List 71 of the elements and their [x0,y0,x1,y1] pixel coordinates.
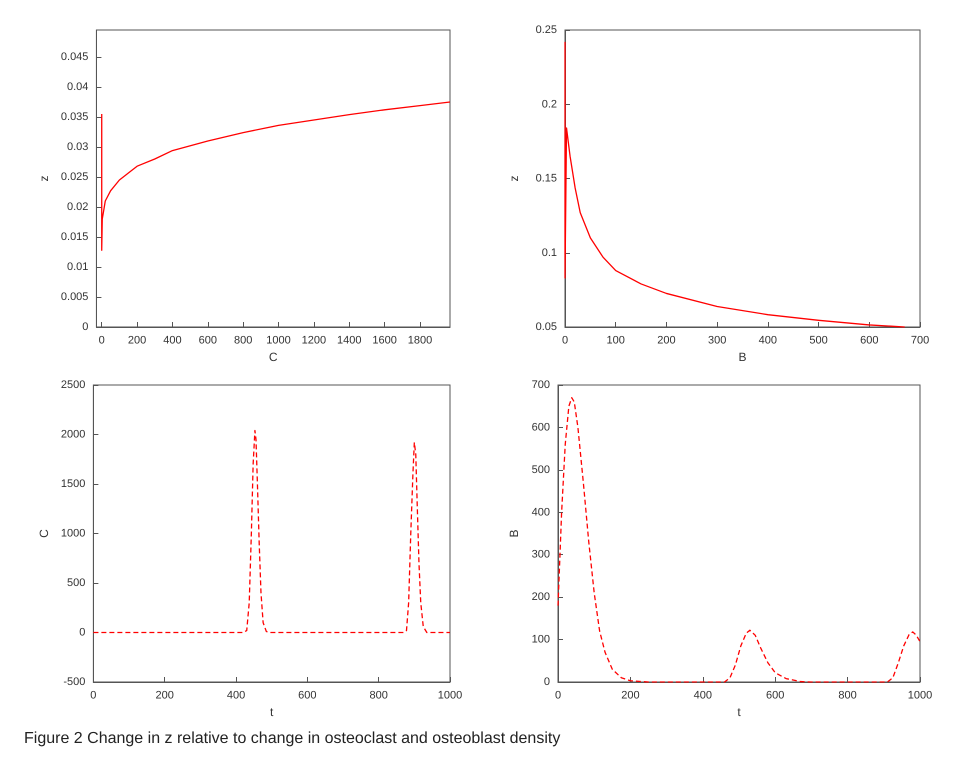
x-tick-label: 1200 [302,334,326,346]
x-tick-label: 300 [708,334,726,346]
y-axis-title: z [37,176,51,182]
line-series [92,430,451,634]
y-tick-label: 0.05 [536,321,557,333]
y-tick-label: 400 [532,506,550,518]
x-tick-label: 1800 [408,334,432,346]
y-tick-label: 0 [79,626,86,638]
x-tick-label: 400 [226,690,246,702]
y-axis-title: z [507,176,521,182]
x-tick-label: 600 [860,334,878,346]
x-tick-label: 700 [910,334,930,346]
y-tick-label: 500 [532,464,550,476]
x-tick-label: 600 [298,690,317,702]
x-tick-label: 500 [809,334,828,346]
x-tick-label: 800 [838,690,857,702]
y-tick-label: 0.15 [536,172,557,184]
x-tick-label: 0 [90,690,96,702]
x-tick-label: 1000 [266,334,291,346]
x-tick-label: 1400 [336,334,362,346]
x-tick-label: 1000 [438,690,462,702]
y-tick-label: 600 [532,421,550,434]
y-tick-label: 0 [544,676,550,688]
y-tick-label: 1000 [60,528,86,540]
x-tick-label: 400 [694,690,712,702]
y-tick-label: 0.2 [542,98,557,110]
y-tick-label: 0.01 [67,261,88,273]
y-tick-label: 0.04 [67,81,88,93]
y-tick-label: 0.1 [542,246,557,259]
x-tick-label: 600 [766,690,784,702]
x-tick-label: 200 [128,334,146,346]
y-axis-title: C [37,528,51,538]
y-tick-label: 0.02 [67,201,88,213]
y-tick-label: 200 [532,591,550,604]
x-tick-label: 400 [758,334,778,346]
y-tick-label: 2000 [60,428,86,440]
y-tick-label: 500 [67,577,86,589]
x-tick-label: 0 [98,334,105,346]
x-tick-label: 1600 [372,334,397,346]
x-tick-label: 0 [562,334,568,346]
y-tick-label: 700 [532,379,550,391]
y-tick-label: -500 [63,676,86,688]
y-tick-label: 300 [532,548,550,561]
x-tick-label: 800 [234,334,252,346]
x-tick-label: 1000 [908,690,932,702]
y-tick-label: 0.25 [536,24,557,36]
y-tick-label: 1500 [60,478,86,490]
line-series [564,41,906,328]
y-tick-label: 100 [532,634,550,646]
y-tick-label: 0.015 [60,231,88,243]
x-tick-label: 600 [198,334,217,346]
x-tick-label: 800 [369,690,388,702]
x-axis-title: C [268,350,278,364]
x-tick-label: 200 [156,690,174,702]
y-tick-label: 0.005 [60,291,88,303]
x-tick-label: 200 [621,690,640,702]
y-tick-label: 0.035 [60,111,88,123]
x-tick-label: 400 [163,334,182,346]
x-axis-title: t [737,704,742,719]
x-tick-label: 100 [606,334,625,346]
y-axis-title: B [507,529,521,538]
y-tick-label: 2500 [60,379,86,391]
y-tick-label: 0.045 [60,51,88,63]
x-axis-title: t [270,704,274,719]
y-tick-label: 0.03 [67,141,88,153]
x-axis-title: B [738,350,747,364]
x-tick-label: 200 [657,334,676,346]
y-tick-label: 0.025 [60,171,88,183]
line-series [101,101,451,251]
caption: Figure 2 Change in z relative to change in osteoclast and osteoblast density [24,730,560,748]
y-tick-label: 0 [82,321,88,333]
